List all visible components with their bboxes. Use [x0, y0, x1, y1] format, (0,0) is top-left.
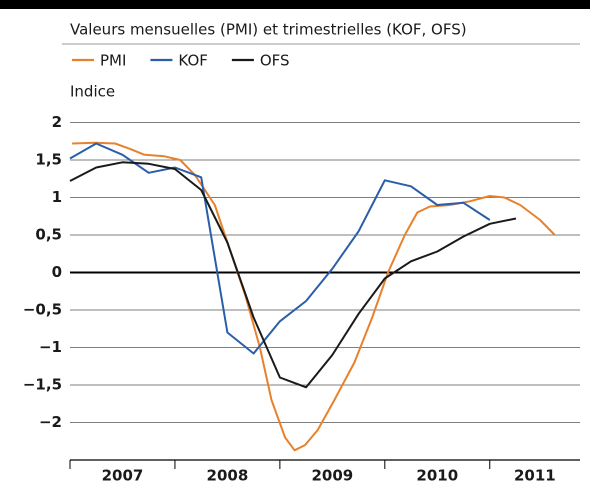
series-line	[72, 141, 556, 452]
chart-subtitle: Valeurs mensuelles (PMI) et trimestriell…	[70, 21, 467, 39]
y-axis-label: Indice	[70, 83, 115, 101]
y-tick-label: 0	[52, 263, 62, 281]
series-line	[69, 161, 517, 389]
legend-label: KOF	[178, 52, 207, 70]
y-tick-label: −0,5	[23, 301, 62, 319]
y-tick-label: 1,5	[35, 151, 62, 169]
y-tick-label: −1,5	[23, 376, 62, 394]
y-tick-label: 0,5	[35, 226, 62, 244]
y-tick-label: −2	[39, 413, 62, 431]
legend-label: OFS	[260, 52, 290, 70]
x-tick-label: 2009	[311, 467, 353, 485]
y-tick-label: −1	[39, 338, 62, 356]
x-tick-label: 2010	[416, 467, 458, 485]
y-tick-label: 2	[52, 113, 62, 131]
x-tick-label: 2007	[102, 467, 144, 485]
legend-label: PMI	[100, 52, 126, 70]
x-tick-label: 2008	[207, 467, 249, 485]
x-tick-label: 2011	[514, 467, 556, 485]
series-line	[69, 142, 491, 355]
top-bar	[0, 0, 590, 9]
y-tick-label: 1	[52, 188, 62, 206]
